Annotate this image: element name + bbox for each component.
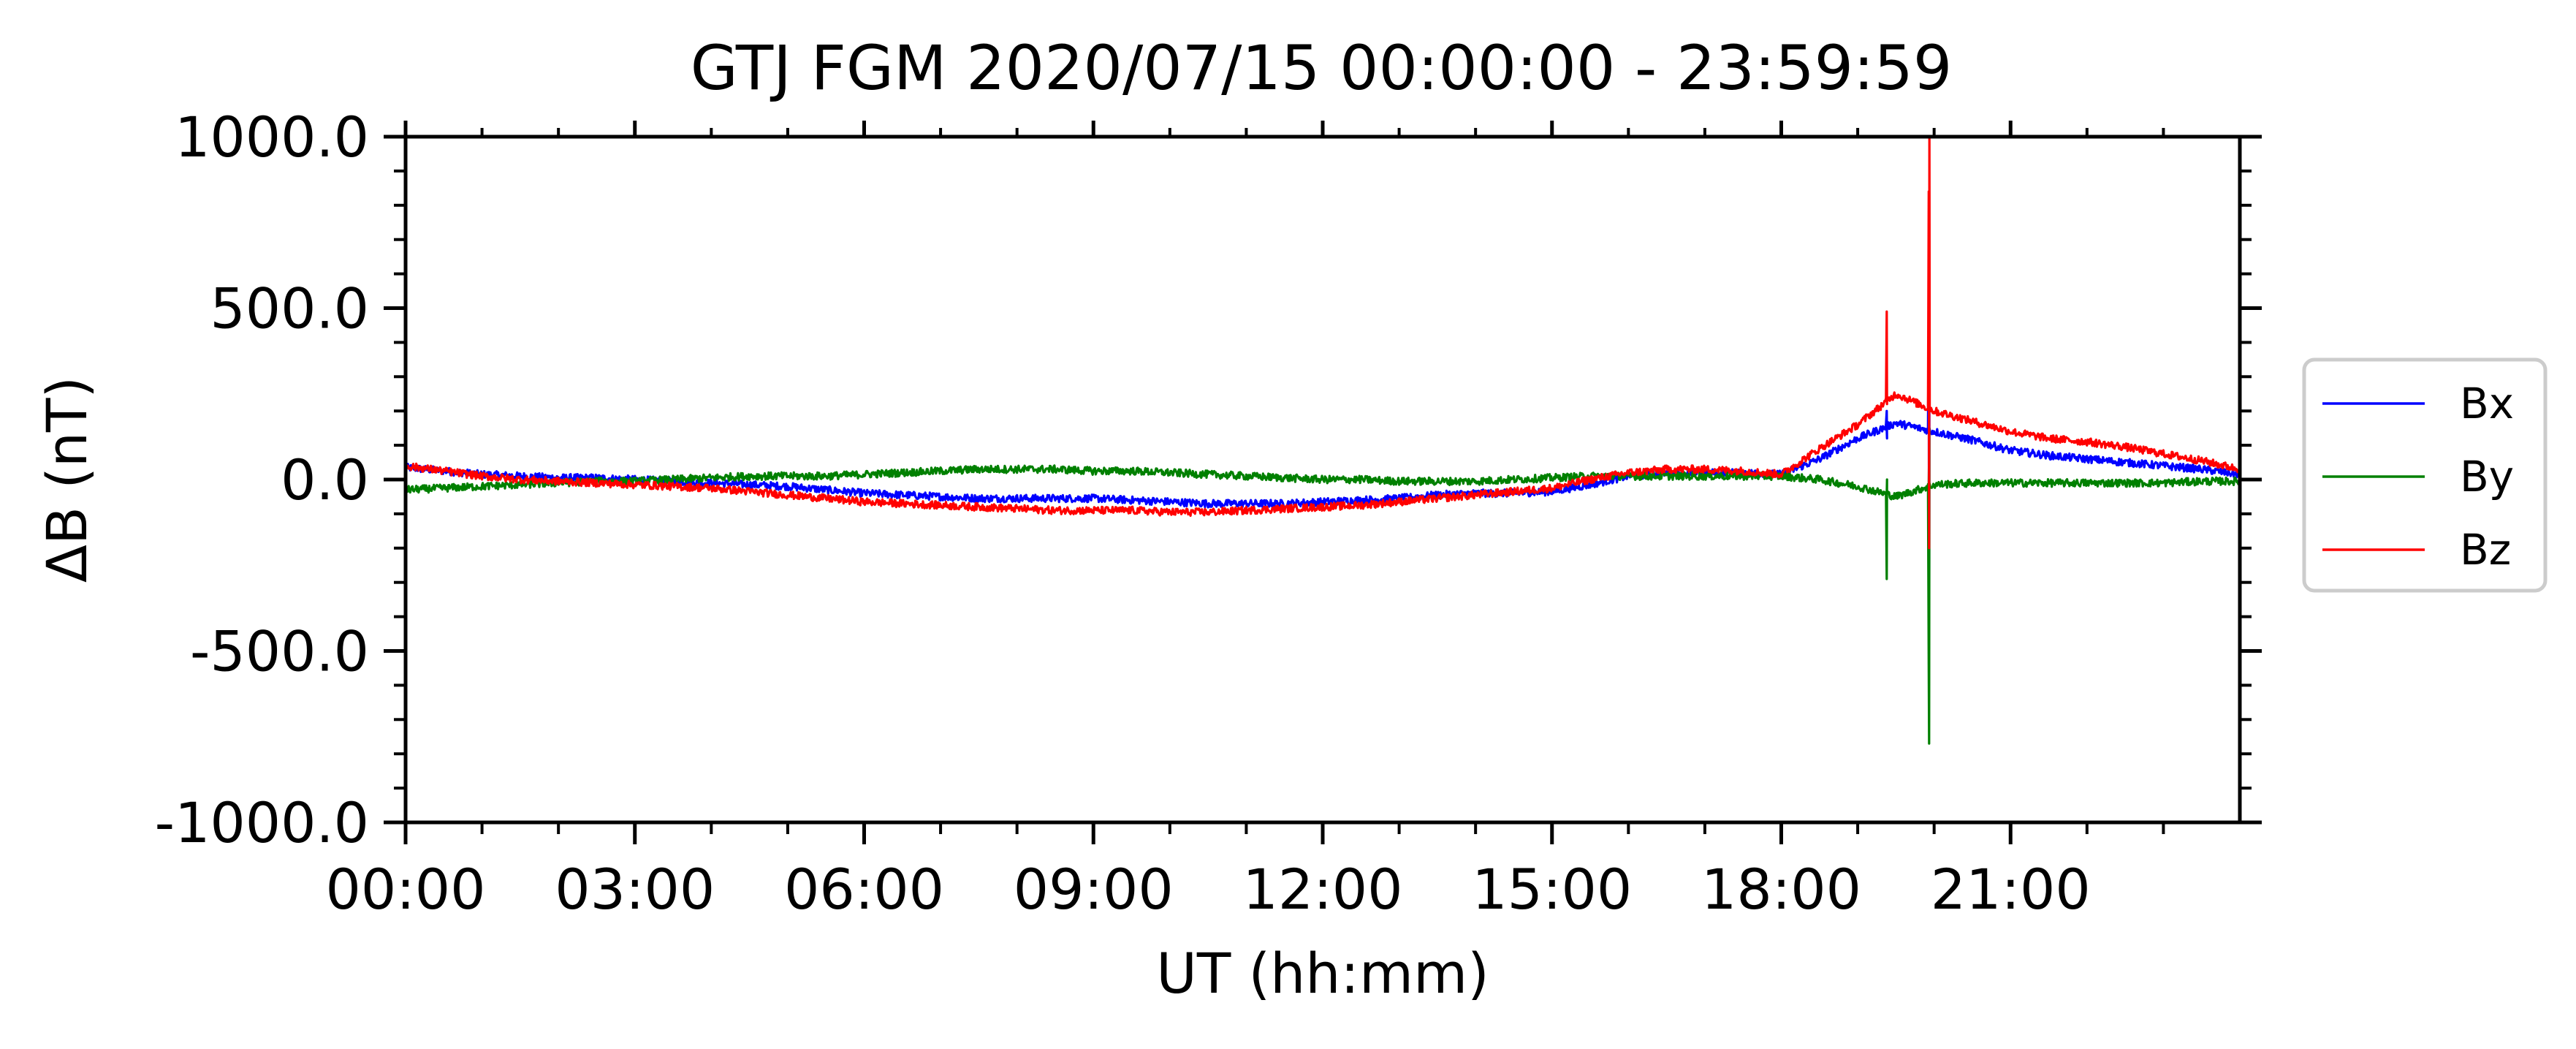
legend-box [2302, 357, 2547, 593]
x-tick-label: 15:00 [1472, 857, 1632, 922]
x-axis: 00:00 03:00 06:00 09:00 12:00 15:00 18:00 21:00 [325, 121, 2165, 922]
series-line-bz [406, 137, 2240, 550]
y-tick-label: 0.0 [281, 447, 369, 512]
legend-label-bx: Bx [2460, 379, 2514, 428]
series-line-bx [406, 314, 2240, 653]
x-axis-label: UT (hh:mm) [1156, 941, 1489, 1006]
x-tick-label: 09:00 [1014, 857, 1174, 922]
series-line-by [406, 427, 2240, 745]
y-tick-label: -1000.0 [155, 790, 369, 855]
legend-label-by: By [2460, 452, 2514, 501]
legend-label-bz: Bz [2460, 525, 2511, 575]
x-tick-label: 12:00 [1242, 857, 1402, 922]
x-tick-label: 18:00 [1701, 857, 1861, 922]
x-tick-label: 21:00 [1931, 857, 2091, 922]
y-axis-label: ΔB (nT) [34, 376, 99, 583]
y-tick-label: 500.0 [210, 276, 369, 341]
plot-area [406, 137, 2240, 745]
x-tick-label: 00:00 [325, 857, 485, 922]
x-tick-label: 03:00 [555, 857, 715, 922]
x-tick-label: 06:00 [784, 857, 944, 922]
y-tick-label: 1000.0 [175, 105, 369, 170]
legend: Bx By Bz [2302, 357, 2547, 593]
chart-title: GTJ FGM 2020/07/15 00:00:00 - 23:59:59 [691, 32, 1953, 104]
y-tick-label: -500.0 [190, 619, 369, 684]
y-axis: 1000.0 500.0 0.0 -500.0 -1000.0 [155, 105, 2262, 855]
